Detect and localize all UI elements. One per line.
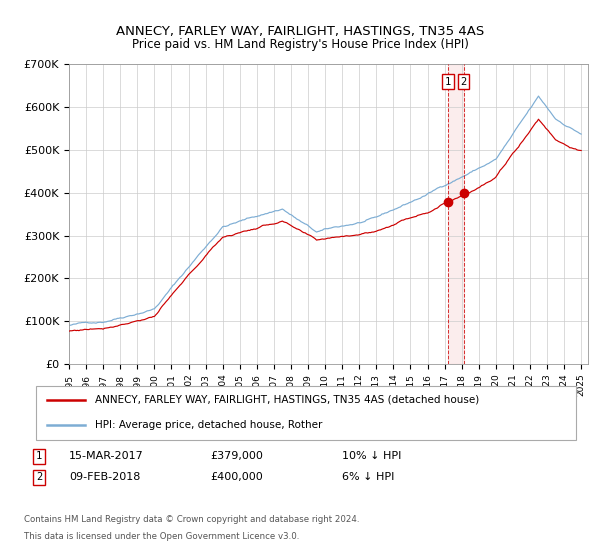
Text: 6% ↓ HPI: 6% ↓ HPI	[342, 472, 394, 482]
Text: 09-FEB-2018: 09-FEB-2018	[69, 472, 140, 482]
Text: 10% ↓ HPI: 10% ↓ HPI	[342, 451, 401, 461]
Text: ANNECY, FARLEY WAY, FAIRLIGHT, HASTINGS, TN35 4AS: ANNECY, FARLEY WAY, FAIRLIGHT, HASTINGS,…	[116, 25, 484, 38]
Text: £379,000: £379,000	[210, 451, 263, 461]
Bar	[448, 64, 464, 364]
Text: 1: 1	[445, 77, 451, 86]
Text: 1: 1	[36, 451, 42, 461]
Text: Price paid vs. HM Land Registry's House Price Index (HPI): Price paid vs. HM Land Registry's House …	[131, 38, 469, 51]
Text: 2: 2	[461, 77, 467, 86]
Text: £400,000: £400,000	[210, 472, 263, 482]
Text: 2: 2	[36, 472, 42, 482]
Text: 15-MAR-2017: 15-MAR-2017	[69, 451, 144, 461]
FancyBboxPatch shape	[36, 386, 576, 440]
Text: This data is licensed under the Open Government Licence v3.0.: This data is licensed under the Open Gov…	[24, 532, 299, 541]
Text: ANNECY, FARLEY WAY, FAIRLIGHT, HASTINGS, TN35 4AS (detached house): ANNECY, FARLEY WAY, FAIRLIGHT, HASTINGS,…	[95, 395, 479, 405]
Text: Contains HM Land Registry data © Crown copyright and database right 2024.: Contains HM Land Registry data © Crown c…	[24, 515, 359, 524]
Text: HPI: Average price, detached house, Rother: HPI: Average price, detached house, Roth…	[95, 419, 323, 430]
